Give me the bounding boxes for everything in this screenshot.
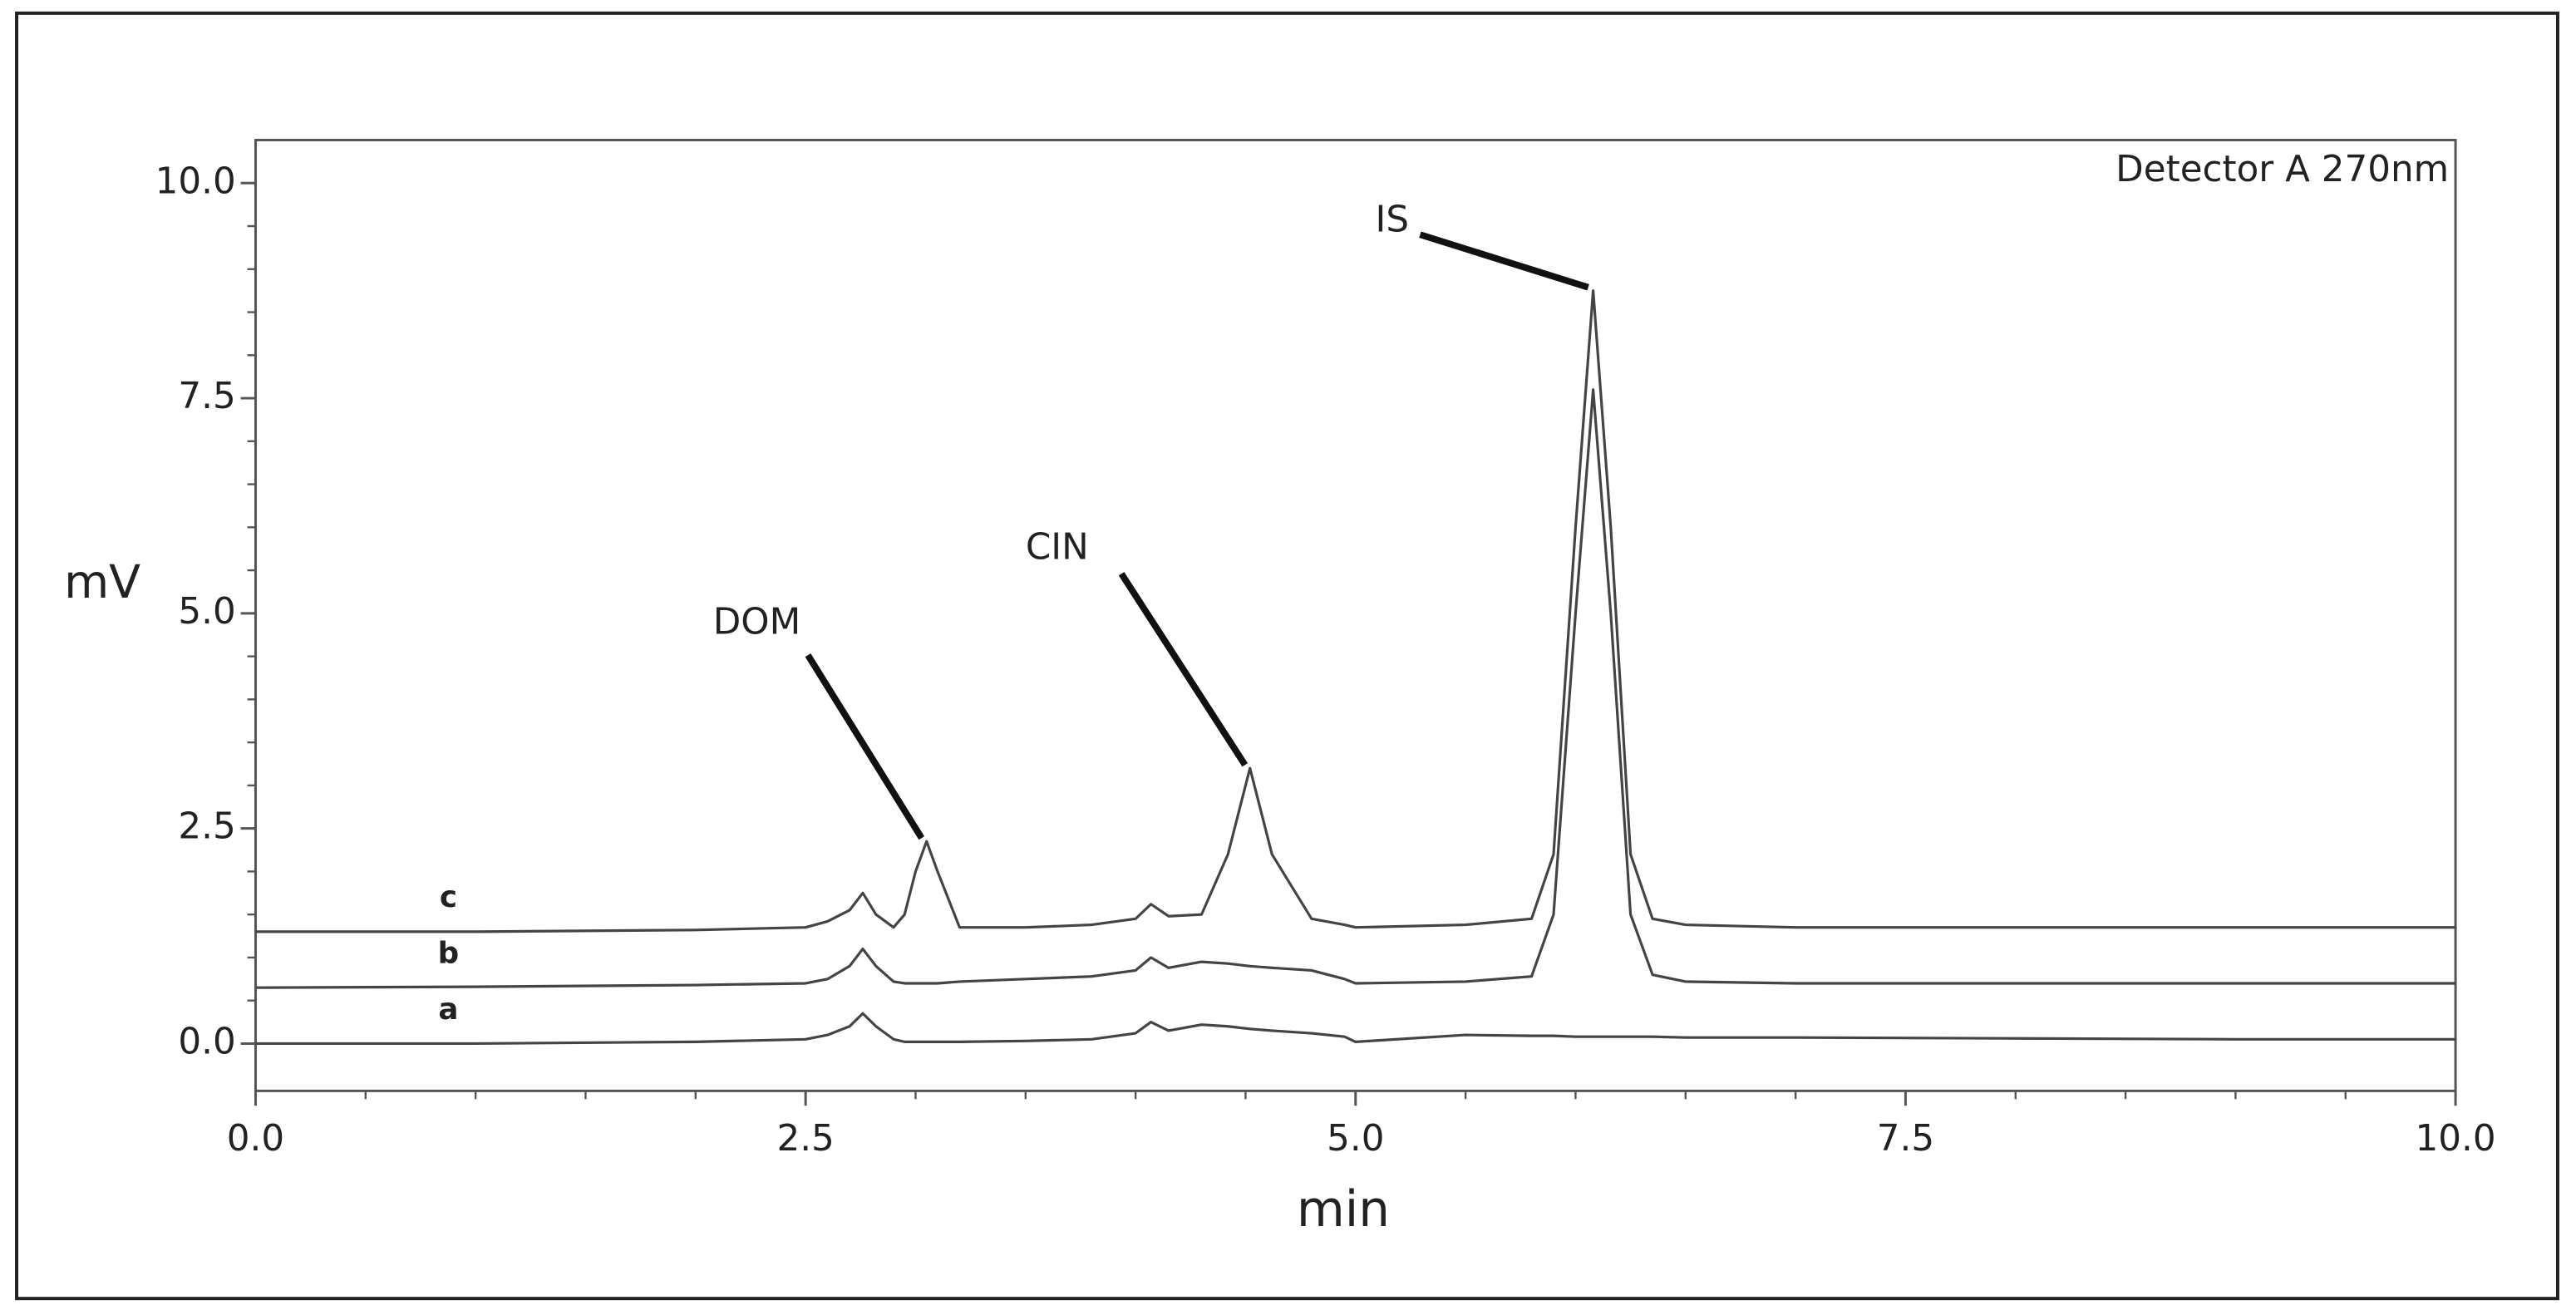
y-tick-label: 2.5: [178, 806, 235, 848]
x-tick-label: 7.5: [1877, 1118, 1934, 1160]
y-tick-label: 5.0: [178, 591, 235, 633]
annotation-leader: [1419, 231, 1589, 291]
annotation-leader: [805, 653, 925, 840]
y-tick-label: 7.5: [178, 376, 235, 417]
y-tick-label: 10.0: [155, 160, 236, 202]
y-tick-label: 0.0: [178, 1021, 235, 1062]
x-tick-label: 5.0: [1327, 1118, 1384, 1160]
series-label: a: [438, 992, 458, 1027]
outer-frame: [15, 11, 2559, 1301]
annotation-label: IS: [1375, 199, 1409, 240]
x-axis-label: min: [1297, 1181, 1390, 1239]
annotation-leader: [1118, 572, 1249, 767]
series-line: [255, 289, 2456, 933]
plot-frame: [254, 139, 2457, 1092]
detector-label: Detector A 270nm: [2115, 149, 2449, 190]
x-tick-label: 0.0: [227, 1118, 284, 1160]
series-label: b: [438, 937, 460, 971]
series-line: [255, 388, 2456, 989]
annotation-label: CIN: [1026, 527, 1089, 569]
x-tick-label: 10.0: [2416, 1118, 2496, 1160]
series-label: c: [440, 880, 457, 914]
y-axis-label: mV: [64, 555, 140, 609]
x-tick-label: 2.5: [776, 1118, 834, 1160]
annotation-label: DOM: [713, 601, 801, 643]
series-line: [255, 1012, 2456, 1046]
